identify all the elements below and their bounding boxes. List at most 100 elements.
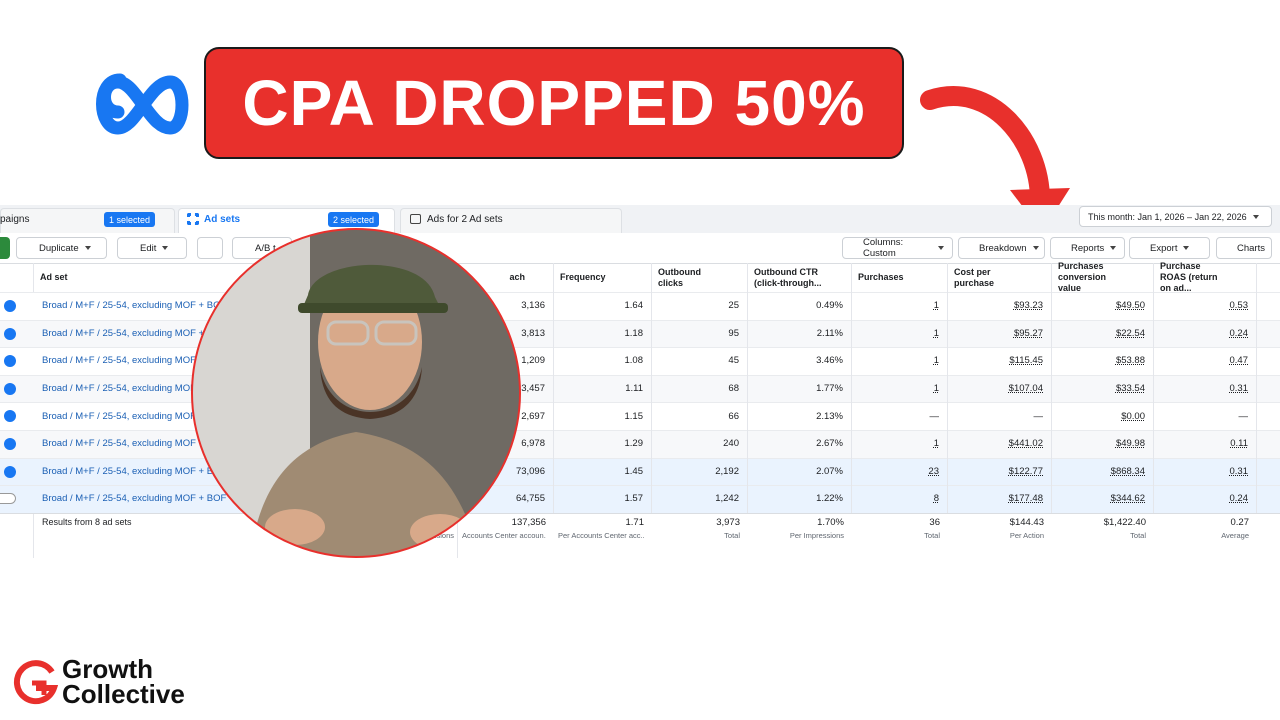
meta-logo [96,73,189,135]
column-header[interactable]: Frequency [554,263,652,292]
cell-value: 1,209 [458,347,554,375]
cell-value: — [948,402,1052,430]
cell-value: $115.45 [948,347,1052,375]
toolbar-button[interactable]: Duplicate [16,237,107,259]
selection-badge: 1 selected [104,212,156,227]
cell-value: 0.49% [748,292,852,320]
logo-line: Growth [62,654,153,684]
presenter-video [191,228,521,558]
cell-value: 73,096 [458,457,554,486]
cell-value: 1 [852,430,948,458]
cell-value: 1.18 [554,319,652,348]
toggle [4,410,16,423]
selection-badge: 2 selected [328,212,380,227]
column-header[interactable]: Purchase ROAS (return on ad... [1154,261,1257,293]
totals-note: ssions [432,530,454,540]
column-header[interactable]: Outbound CTR (click-through... [748,263,852,292]
headline-box [204,47,904,159]
caret [1032,246,1039,250]
toggle [4,327,16,340]
cell-value: $49.98 [1052,430,1154,458]
cell-value: 1.15 [554,402,652,430]
date-range[interactable]: This month: Jan 1, 2026 – Jan 22, 2026 [1079,206,1272,227]
cell-value: 1 [852,292,948,320]
cell-value: 25 [652,292,748,320]
logo-text: Growth Collective [62,654,185,707]
column-header[interactable]: Purchases [852,263,948,292]
toolbar-button[interactable]: Columns: Custom [842,237,953,259]
cell-value: 8 [852,485,948,513]
headline: CPA DROPPED 50% [242,67,866,139]
cell-value: 1 [852,319,948,348]
toolbar-button[interactable]: Edit [117,237,187,259]
cell-value: 1.08 [554,347,652,375]
cell-value: 3,136 [458,292,554,320]
totals-note: Per Action [1009,530,1044,540]
totals-value: $144.43 [1009,516,1044,528]
cell-value: $95.27 [948,319,1052,348]
cell-value: $441.02 [948,430,1052,458]
cell-value: $22.54 [1052,319,1154,348]
toolbar-button[interactable]: Breakdown [958,237,1045,259]
cell-value: 68 [652,374,748,403]
cell-value: $868.34 [1052,457,1154,486]
cell-value: 95 [652,319,748,348]
cell-value: 0.24 [1154,319,1257,348]
caret [1183,246,1190,250]
cell-value: $0.00 [1052,402,1154,430]
create-button [0,237,10,259]
toggle [4,438,16,450]
cell-value: 1 [852,347,948,375]
cell-value: 1,242 [652,485,748,513]
cell-value: $107.04 [948,374,1052,403]
toolbar-button[interactable]: Charts [1216,237,1272,259]
cell-value: 1.57 [554,485,652,513]
totals-label: Results from 8 ad sets [42,516,132,527]
column-header[interactable]: Outbound clicks [652,263,748,292]
toolbar-button[interactable]: Export [1129,237,1210,259]
logo-mark [13,660,58,705]
tab-icon [410,214,421,224]
totals-note: Average [1221,530,1249,540]
cell-value: 0.47 [1154,347,1257,375]
totals-note: Per Accounts Center acc... [558,530,644,540]
cell-value: 3,457 [458,374,554,403]
cell-value: 0.24 [1154,485,1257,513]
cell-value: 1 [852,374,948,403]
tab-label: paigns [0,214,30,225]
column-header[interactable]: Cost per purchase [948,263,1052,292]
tab[interactable] [400,208,622,233]
cell-value: $122.77 [948,457,1052,486]
tab-label: Ad sets [204,214,241,225]
caret [1252,214,1259,219]
toggle [4,355,16,368]
cell-value: 2,697 [458,402,554,430]
cell-value: 240 [652,430,748,458]
delete-button [197,237,223,259]
caret [1110,246,1117,250]
cell-value: $53.88 [1052,347,1154,375]
cell-value: 1.29 [554,430,652,458]
arrow [920,86,1050,210]
caret [938,246,944,250]
cell-value: 3.46% [748,347,852,375]
cell-value: 1.64 [554,292,652,320]
toolbar-button[interactable]: Reports [1050,237,1125,259]
cell-value: 0.11 [1154,430,1257,458]
column-header[interactable]: Purchases conversion value [1052,261,1154,293]
toggle [4,465,16,478]
cell-value: — [852,402,948,430]
cell-value: 2.67% [748,430,852,458]
column-header[interactable]: ach [458,263,554,292]
totals-note: Total [1130,530,1146,540]
cell-value: 2.13% [748,402,852,430]
cell-value: $93.23 [948,292,1052,320]
table-row [0,485,1280,513]
cell-value: $49.50 [1052,292,1154,320]
cell-value: — [1154,402,1257,430]
totals-note: Total [924,530,940,540]
totals-value: 3,973 [716,516,740,528]
tab-icon [187,213,199,225]
totals-value: 36 [929,516,940,528]
cell-value: $344.62 [1052,485,1154,513]
